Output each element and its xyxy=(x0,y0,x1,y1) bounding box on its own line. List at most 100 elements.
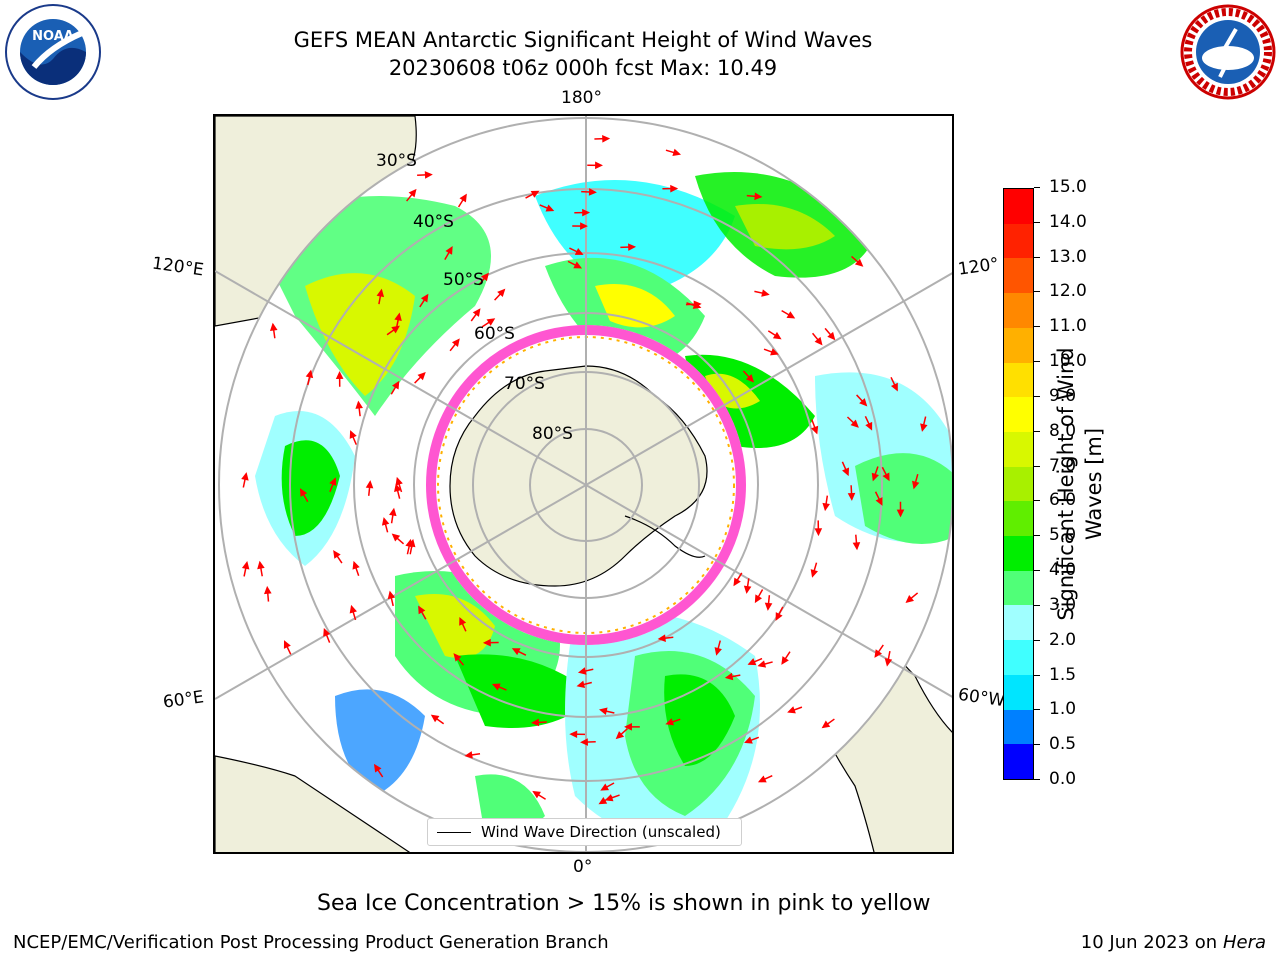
colorbar xyxy=(1003,188,1034,780)
colorbar-segment xyxy=(1004,501,1033,537)
wave-direction-arrowhead xyxy=(459,193,467,203)
wave-direction-arrowhead xyxy=(814,528,823,537)
wave-direction-arrowhead xyxy=(628,243,637,251)
wave-direction-arrowhead xyxy=(595,161,603,170)
wave-direction-arrowhead xyxy=(392,380,400,390)
wave-direction-arrowhead xyxy=(376,288,385,298)
wave-direction-arrowhead xyxy=(602,134,611,143)
wave-direction-arrowhead xyxy=(871,472,879,482)
wave-direction-arrowhead xyxy=(600,783,609,791)
colorbar-tick-mark xyxy=(1034,535,1040,537)
colorbar-tick-label: 8.0 xyxy=(1049,420,1077,441)
colorbar-tick-label: 1.5 xyxy=(1049,664,1077,685)
colorbar-segment xyxy=(1004,744,1033,779)
wave-direction-arrowhead xyxy=(884,658,893,667)
colorbar-segment xyxy=(1004,605,1033,641)
wave-direction-arrowhead xyxy=(323,628,331,637)
colorbar-tick-label: 9.0 xyxy=(1049,385,1077,406)
wave-direction-arrowhead xyxy=(781,656,789,665)
wave-direction-arrowhead xyxy=(761,289,770,297)
wave-direction-arrowhead xyxy=(787,706,796,714)
colorbar-tick-mark xyxy=(1034,430,1040,432)
wave-direction-arrowhead xyxy=(890,382,898,392)
colorbar-segment xyxy=(1004,536,1033,571)
colorbar-tick-mark xyxy=(1034,187,1040,188)
colorbar-segment xyxy=(1004,362,1033,398)
wave-direction-arrowhead xyxy=(453,653,462,662)
wave-direction-arrowhead xyxy=(580,738,588,746)
wave-direction-arrowhead xyxy=(257,560,265,570)
wave-direction-arrowhead xyxy=(775,612,783,621)
colorbar-tick-mark xyxy=(1034,326,1040,328)
colorbar-tick-label: 2.0 xyxy=(1049,629,1077,650)
colorbar-tick-label: 11.0 xyxy=(1049,316,1087,337)
wave-direction-arrowhead xyxy=(854,258,864,267)
wave-direction-arrowhead xyxy=(530,190,540,198)
lat-label-50s: 50°S xyxy=(443,270,484,290)
lon-label-bottom: 0° xyxy=(573,857,593,877)
wave-direction-arrowhead xyxy=(912,480,920,490)
colorbar-tick-label: 1.0 xyxy=(1049,699,1077,720)
colorbar-tick-label: 6.0 xyxy=(1049,490,1077,511)
wave-direction-arrowhead xyxy=(387,590,396,600)
wave-direction-arrowhead xyxy=(472,308,481,317)
wave-direction-arrowhead xyxy=(847,492,856,501)
noaa-logo-text: NOAA xyxy=(32,29,74,44)
lon-label-upper-right: 120° xyxy=(956,254,1001,280)
chart-title-line-2: 20230608 t06z 000h fcst Max: 10.49 xyxy=(388,56,778,80)
wave-direction-arrowhead xyxy=(391,533,401,542)
footer-date: 10 Jun 2023 on Hera xyxy=(1081,932,1266,953)
colorbar-tick-mark xyxy=(1034,709,1040,711)
map-panel xyxy=(213,114,954,854)
wave-direction-arrowhead xyxy=(822,502,830,512)
colorbar-tick-mark xyxy=(1034,570,1040,572)
wave-direction-arrowhead xyxy=(692,301,702,309)
wave-direction-arrowhead xyxy=(670,184,679,193)
colorbar-ticks: 0.0 0.5 1.0 1.5 2.0 3.0 4.0 5.0 6.0 7.0 8.0 9.0 10.0… xyxy=(1034,177,1094,789)
wave-direction-arrowhead xyxy=(920,423,928,432)
lon-label-upper-left: 120°E xyxy=(150,253,205,281)
colorbar-tick-label: 13.0 xyxy=(1049,246,1087,267)
wave-direction-arrowhead xyxy=(896,509,905,518)
wave-direction-arrowhead xyxy=(569,730,578,739)
wave-direction-arrowhead xyxy=(624,723,632,731)
wave-direction-arrowhead xyxy=(754,594,763,604)
wave-direction-arrowhead xyxy=(604,794,614,802)
wave-direction-arrowhead xyxy=(394,312,402,321)
wave-direction-arrowhead xyxy=(381,517,390,526)
wave-direction-arrowhead xyxy=(329,477,337,486)
chart-title-line-1: GEFS MEAN Antarctic Significant Height o… xyxy=(293,28,873,52)
wind-wave-direction-arrows xyxy=(241,134,928,805)
wave-direction-arrowhead xyxy=(598,797,608,805)
colorbar-segment xyxy=(1004,466,1033,502)
colorbar-tick-mark xyxy=(1034,779,1040,780)
wave-direction-arrowhead xyxy=(577,667,587,675)
wave-direction-arrowhead xyxy=(451,338,460,347)
colorbar-tick-label: 14.0 xyxy=(1049,211,1087,232)
wave-direction-arrowhead xyxy=(355,400,363,409)
wave-direction-arrowhead xyxy=(394,483,402,493)
wave-direction-arrowhead xyxy=(264,585,272,595)
wave-direction-arrowhead xyxy=(486,318,496,326)
colorbar-segment xyxy=(1004,570,1033,606)
wave-direction-arrowhead xyxy=(389,507,397,517)
wave-direction-arrowhead xyxy=(757,775,767,783)
wave-direction-arrowhead xyxy=(582,208,591,217)
colorbar-segment xyxy=(1004,640,1033,675)
colorbar-tick-label: 0.0 xyxy=(1049,769,1077,789)
colorbar-tick-label: 5.0 xyxy=(1049,525,1077,546)
colorbar-tick-mark xyxy=(1034,744,1040,746)
wave-direction-arrowhead xyxy=(770,348,779,356)
wave-direction-arrowhead xyxy=(299,488,308,497)
colorbar-tick-mark xyxy=(1034,256,1040,258)
wave-direction-arrowhead xyxy=(365,480,374,489)
wave-direction-arrowhead xyxy=(745,374,755,383)
wave-direction-arrowhead xyxy=(269,322,278,332)
wave-direction-arrowhead xyxy=(241,472,249,481)
wave-direction-arrowhead xyxy=(827,331,836,341)
colorbar-tick-mark xyxy=(1034,465,1040,467)
wave-direction-arrowhead xyxy=(545,204,555,212)
colorbar-tick-label: 15.0 xyxy=(1049,177,1087,197)
wave-direction-arrowhead xyxy=(874,649,882,658)
wave-direction-arrowhead xyxy=(754,192,763,201)
